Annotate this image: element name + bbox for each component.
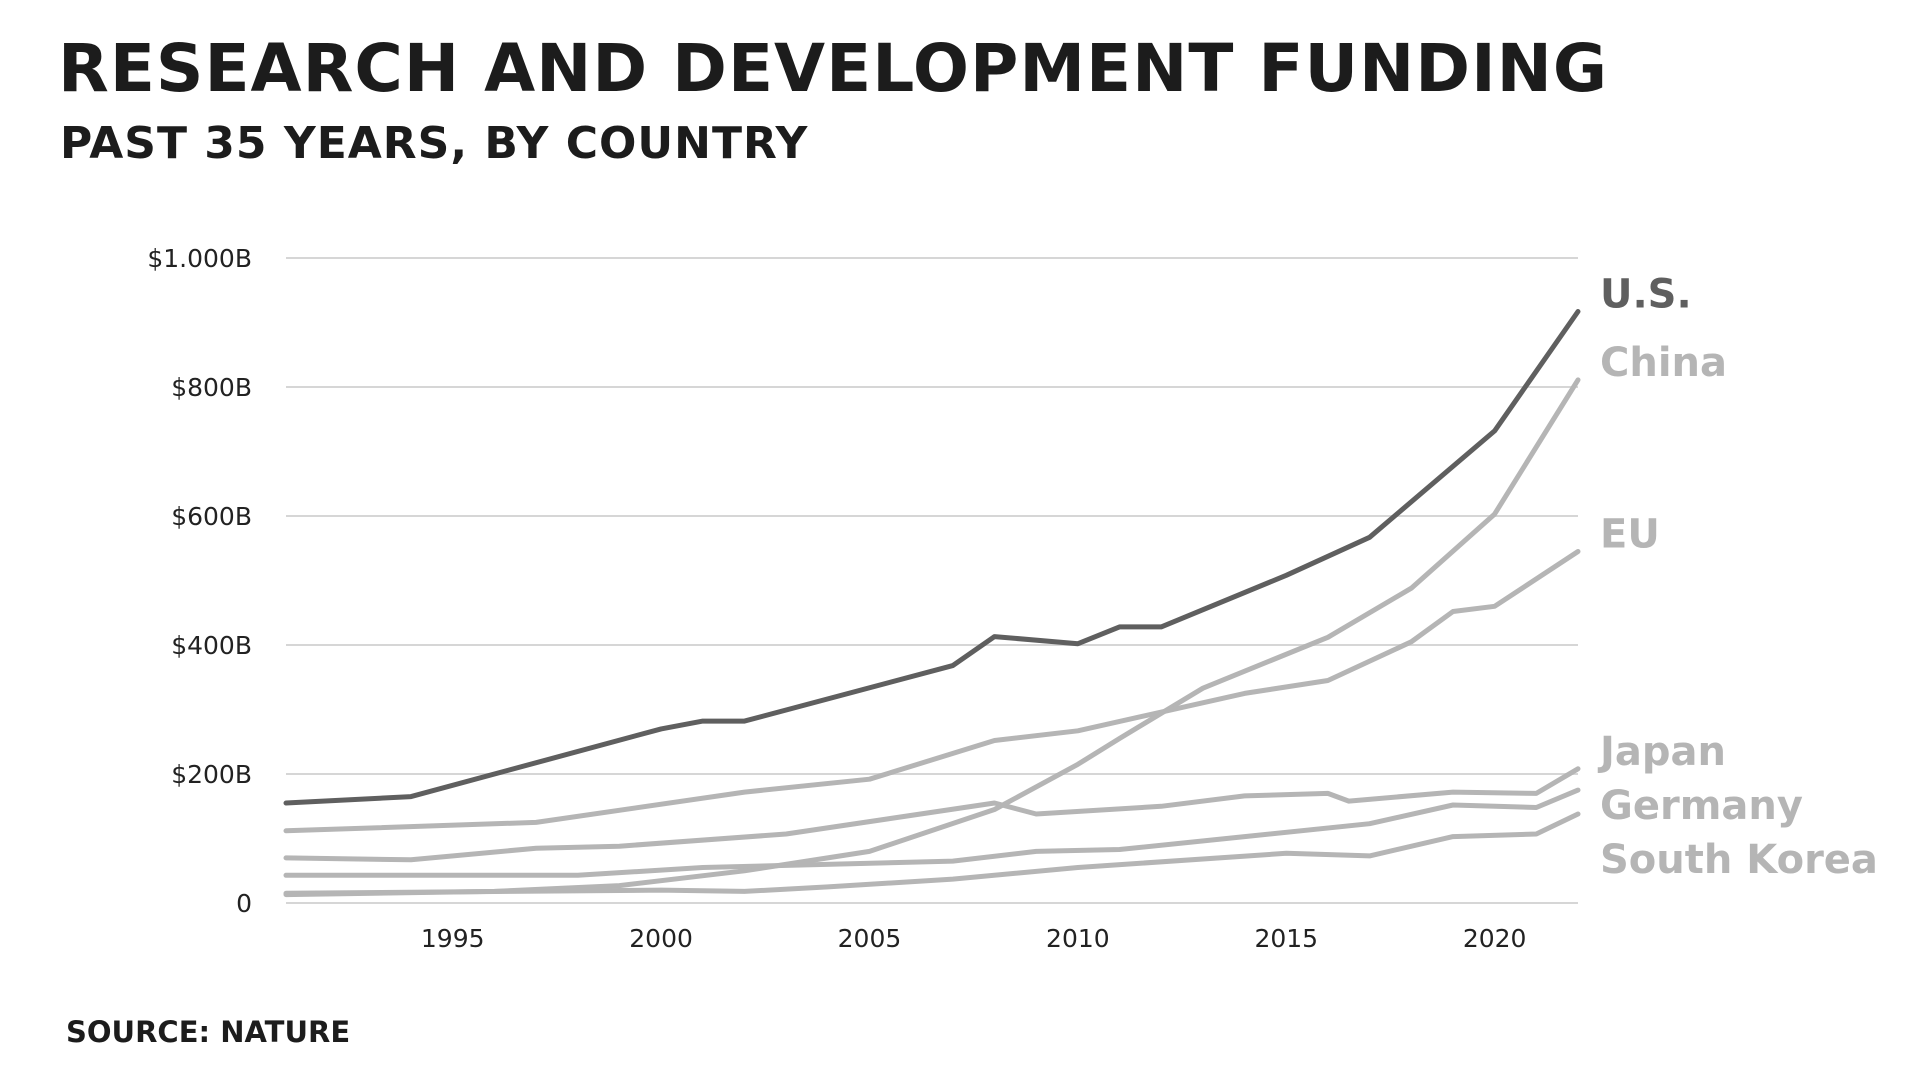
y-axis-ticks: 0 $200B $400B $600B $800B $1.000B xyxy=(147,244,252,918)
y-tick-label: $1.000B xyxy=(147,244,252,273)
legend-label-u-s: U.S. xyxy=(1600,272,1692,318)
x-tick-label: 2015 xyxy=(1254,924,1318,953)
x-tick-label: 1995 xyxy=(421,924,485,953)
series-lines xyxy=(283,309,1581,898)
x-tick-label: 2000 xyxy=(629,924,693,953)
y-tick-label: $800B xyxy=(171,373,252,402)
grid-lines xyxy=(286,257,1578,904)
series-line-china xyxy=(283,377,1581,898)
y-tick-label: $400B xyxy=(171,631,252,660)
legend-label-eu: EU xyxy=(1600,511,1660,557)
y-tick-label: 0 xyxy=(236,889,252,918)
series-line-eu xyxy=(283,549,1581,834)
legend-label-china: China xyxy=(1600,340,1727,386)
y-tick-label: $200B xyxy=(171,760,252,789)
series-line-south-korea xyxy=(283,811,1581,896)
x-tick-label: 2010 xyxy=(1046,924,1110,953)
legend-label-japan: Japan xyxy=(1597,729,1726,775)
y-tick-label: $600B xyxy=(171,502,252,531)
series-line-u-s xyxy=(283,309,1581,806)
chart-title: RESEARCH AND DEVELOPMENT FUNDING xyxy=(58,30,1609,107)
series-line-germany xyxy=(283,787,1581,878)
series-line-japan xyxy=(283,766,1581,863)
x-tick-label: 2020 xyxy=(1463,924,1527,953)
series-legend: U.S. China EU Japan Germany South Korea xyxy=(1597,272,1878,883)
x-tick-label: 2005 xyxy=(838,924,902,953)
legend-label-germany: Germany xyxy=(1600,783,1803,829)
x-axis-ticks: 1995 2000 2005 2010 2015 2020 xyxy=(421,924,1527,953)
source-note: SOURCE: NATURE xyxy=(66,1015,351,1049)
chart-subtitle: PAST 35 YEARS, BY COUNTRY xyxy=(60,118,809,169)
legend-label-south-korea: South Korea xyxy=(1600,837,1878,883)
